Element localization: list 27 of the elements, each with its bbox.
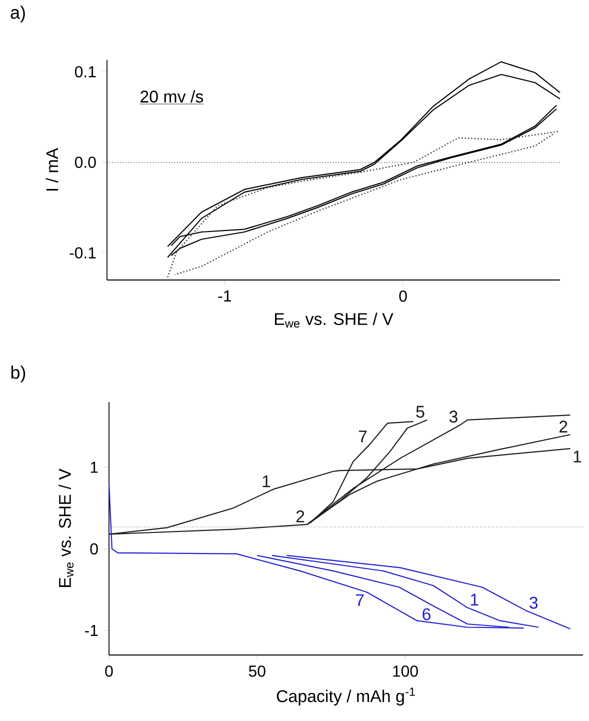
y-tick-label: 0 [90, 543, 98, 555]
annotation: 6 [422, 608, 430, 620]
chart-title: a) [10, 6, 25, 22]
x-axis-title: Capacity / mAh g$^{-1}$ [276, 688, 415, 706]
annotation: 7 [356, 594, 364, 606]
annotation: 20 mv /s [140, 90, 204, 103]
x-tick-label: 100 [393, 666, 418, 677]
x-tick-label: 50 [248, 666, 266, 677]
y-tick-label: 1 [90, 462, 98, 473]
annotation: 1 [262, 475, 270, 488]
annotation: 7 [358, 430, 367, 442]
annotation: 3 [530, 596, 538, 609]
y-tick-label: 0.1 [74, 66, 96, 78]
y-tick-label: 0.0 [74, 156, 96, 168]
y-axis-title: E$_{we}$ vs. SHE / V [58, 468, 74, 588]
y-tick-label: -1 [85, 625, 98, 636]
y-axis-title: I / mA [46, 148, 58, 191]
annotation: 2 [296, 510, 304, 522]
annotation: 3 [449, 410, 458, 423]
annotation: 5 [416, 406, 424, 418]
annotation: 1 [470, 594, 478, 606]
y-tick-label: -0.1 [70, 247, 96, 258]
x-axis-title: E$_{we}$ vs. SHE / V [274, 312, 394, 328]
x-tick-label: 0 [105, 666, 113, 677]
annotation: 1 [574, 450, 582, 462]
annotation: 2 [560, 420, 568, 432]
chart-title: b) [11, 366, 26, 382]
